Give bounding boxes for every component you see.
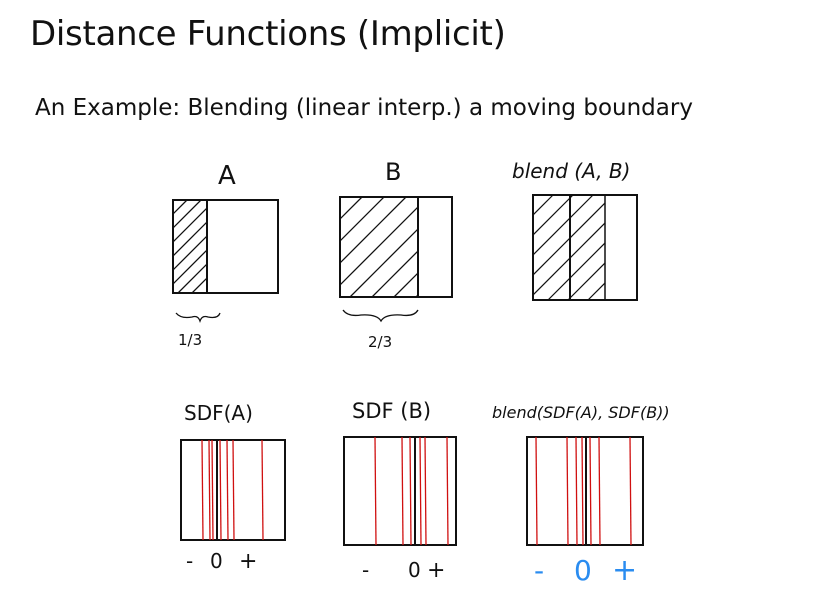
hatch-line <box>567 262 605 300</box>
isoline <box>201 439 204 541</box>
hatch-line <box>205 291 207 293</box>
isoline <box>535 436 538 546</box>
slide-subtitle: An Example: Blending (linear interp.) a … <box>35 95 693 121</box>
isoline <box>446 436 449 546</box>
hatch-line <box>587 282 605 300</box>
hatch-line <box>533 195 594 256</box>
hatch-line <box>533 195 574 236</box>
hatch-line <box>173 207 207 243</box>
hatch-line <box>349 228 418 297</box>
axis-zero-b: 0 <box>408 558 421 582</box>
label-blend-sdf: blend(SDF(A), SDF(B)) <box>492 403 670 422</box>
hatch-line <box>533 195 534 196</box>
axis-plus-a: + <box>239 549 257 574</box>
isoline <box>409 436 412 546</box>
label-a: A <box>218 161 236 191</box>
axis-plus-b: + <box>427 558 445 583</box>
isoline <box>581 436 584 546</box>
hatch-line <box>177 263 207 293</box>
hatch-line <box>533 222 605 296</box>
axis-minus-b: - <box>362 558 369 582</box>
slide-title: Distance Functions (Implicit) <box>30 14 506 54</box>
hatch-line <box>533 195 554 216</box>
isoline <box>208 439 211 541</box>
isoline <box>219 439 222 541</box>
label-sdf-b: SDF (B) <box>352 399 431 423</box>
hatch-line <box>533 202 605 276</box>
label-b: B <box>385 158 401 186</box>
brace-a <box>175 312 221 324</box>
isoline <box>598 436 601 546</box>
isoline <box>401 436 404 546</box>
fraction-b: 2/3 <box>368 333 392 351</box>
hatch-line <box>173 200 174 201</box>
hatch-line <box>547 242 605 300</box>
shape-a <box>172 199 279 294</box>
brace-b <box>342 309 419 323</box>
axis-plus-blend: + <box>612 553 637 588</box>
isoline <box>232 439 235 541</box>
isoline <box>226 439 229 541</box>
isoline <box>589 436 592 546</box>
hatch-line <box>340 197 363 220</box>
isoline <box>261 439 264 541</box>
hatch-line <box>173 221 207 257</box>
hatch-line <box>173 249 207 285</box>
blend-sdf-plot <box>526 436 644 546</box>
hatch-line <box>173 200 202 229</box>
sdf-a-plot <box>180 439 286 541</box>
isoline <box>575 436 578 546</box>
isoline <box>424 436 427 546</box>
isoline <box>419 436 422 546</box>
isoline <box>566 436 569 546</box>
hatch-line <box>173 235 207 271</box>
isoline <box>211 439 214 541</box>
label-blend: blend (A, B) <box>512 159 630 183</box>
hatch-line <box>371 250 418 297</box>
axis-zero-a: 0 <box>210 549 223 573</box>
hatch-line <box>340 197 341 198</box>
axis-minus-a: - <box>186 549 193 573</box>
sdf-b-plot <box>343 436 457 546</box>
isoline <box>374 436 377 546</box>
axis-minus-blend: - <box>534 554 544 587</box>
hatch-line <box>340 197 385 242</box>
hatch-line <box>393 272 418 297</box>
isoline <box>629 436 632 546</box>
label-sdf-a: SDF(A) <box>184 401 253 425</box>
shape-blend <box>532 194 638 301</box>
axis-zero-blend: 0 <box>574 554 592 587</box>
hatch-line <box>340 197 407 264</box>
fraction-a: 1/3 <box>178 331 202 349</box>
hatch-line <box>191 277 207 293</box>
hatch-line <box>415 294 418 297</box>
shape-b <box>339 196 453 298</box>
hatch-line <box>340 206 418 286</box>
